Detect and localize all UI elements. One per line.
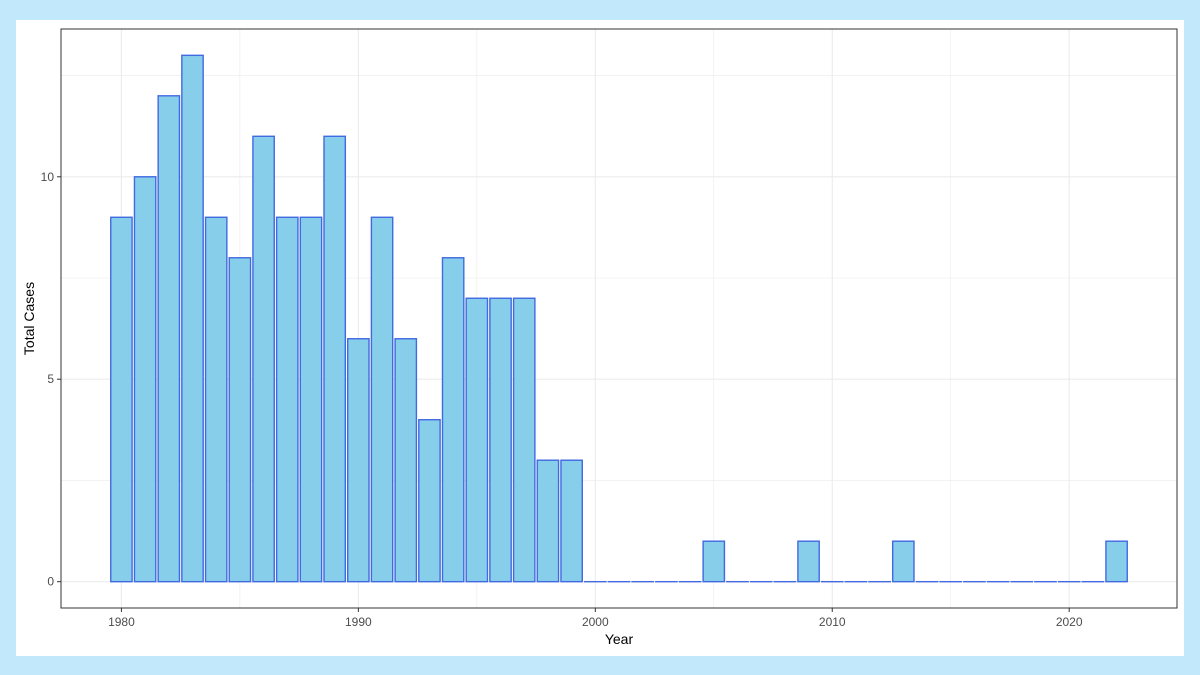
bar-2013: [891, 540, 915, 583]
y-tick-label-0: 0: [47, 575, 54, 589]
bar-1985: [228, 257, 252, 583]
x-tick-label-1990: 1990: [345, 615, 372, 629]
y-tick-label-10: 10: [41, 170, 55, 184]
bar-1995: [465, 297, 489, 583]
bar-1997: [512, 297, 536, 583]
bar-1994: [441, 257, 465, 583]
x-tick-label-2010: 2010: [819, 615, 846, 629]
bar-1982: [157, 95, 181, 583]
bar-1987: [275, 216, 299, 583]
bar-1981: [133, 176, 157, 583]
bar-1980: [110, 216, 133, 583]
bar-2005: [702, 540, 726, 583]
x-tick-label-2000: 2000: [582, 615, 609, 629]
bars: [110, 54, 1128, 583]
x-tick-label-1980: 1980: [108, 615, 135, 629]
bar-1990: [347, 338, 370, 583]
bar-1998: [536, 459, 560, 583]
bar-1993: [418, 419, 441, 583]
bar-1996: [489, 297, 512, 583]
major-gridlines: [61, 29, 1177, 608]
bar-1986: [252, 135, 275, 583]
bar-1999: [560, 459, 583, 583]
x-axis: 1980 1990 2000 2010 2020: [108, 608, 1083, 629]
bar-1992: [394, 338, 418, 583]
y-axis: 0 5 10: [41, 170, 61, 589]
bar-2022: [1105, 540, 1128, 583]
bar-1988: [299, 216, 323, 583]
bar-1983: [181, 54, 204, 583]
y-axis-title: Total Cases: [21, 282, 37, 355]
bar-chart: 1980 1990 2000 2010 2020 0 5 10 Year Total Cas…: [21, 28, 1178, 647]
x-tick-label-2020: 2020: [1056, 615, 1083, 629]
bar-2009: [797, 540, 820, 583]
x-axis-title: Year: [605, 631, 634, 647]
bar-1991: [370, 216, 394, 583]
chart-card: 1980 1990 2000 2010 2020 0 5 10 Year Total Cas…: [16, 20, 1184, 656]
panel-border: [60, 28, 1178, 609]
bar-1984: [204, 216, 228, 583]
y-tick-label-5: 5: [47, 372, 54, 386]
bar-1989: [323, 135, 347, 583]
minor-gridlines: [61, 29, 1177, 608]
